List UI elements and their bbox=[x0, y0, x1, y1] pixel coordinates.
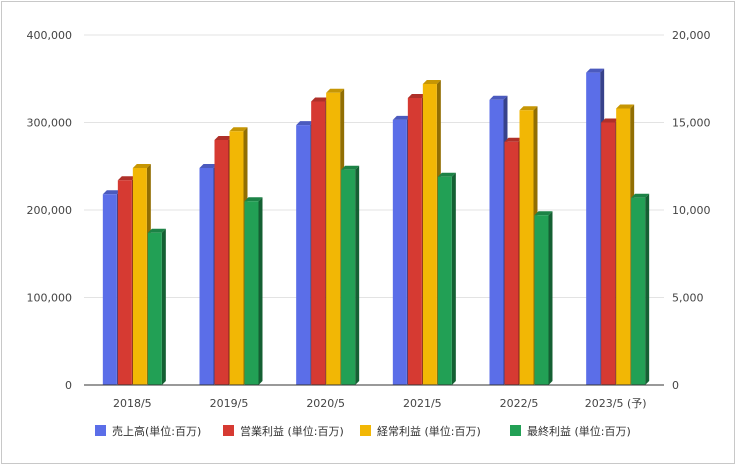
bar-top bbox=[631, 193, 650, 198]
bar-3-1 bbox=[244, 197, 263, 385]
bar-front bbox=[199, 168, 214, 385]
bar-top bbox=[392, 115, 411, 120]
bar-top bbox=[132, 164, 151, 168]
bar-front bbox=[132, 168, 147, 385]
bar-front bbox=[586, 72, 601, 385]
bar-front bbox=[102, 194, 117, 385]
bar-3-5 bbox=[631, 193, 650, 385]
grid bbox=[84, 34, 664, 386]
category-label-3: 2021/5 bbox=[403, 397, 442, 410]
category-label-1: 2019/5 bbox=[210, 397, 249, 410]
bar-front bbox=[341, 169, 356, 385]
bar-top bbox=[326, 88, 345, 93]
bar-top bbox=[311, 97, 330, 102]
bar-front bbox=[392, 119, 407, 385]
bar-front bbox=[519, 110, 534, 385]
bar-3-2 bbox=[341, 165, 360, 385]
left-tick-2: 200,000 bbox=[27, 204, 73, 217]
legend-swatch-0 bbox=[95, 425, 106, 436]
legend-label-1: 営業利益 (単位:百万) bbox=[240, 424, 344, 438]
category-label-5: 2023/5 (予) bbox=[585, 397, 647, 410]
bar-top bbox=[147, 228, 166, 233]
bar-3-0 bbox=[147, 228, 166, 385]
bar-top bbox=[407, 94, 426, 98]
category-label-4: 2022/5 bbox=[500, 397, 539, 410]
legend-label-2: 経常利益 (単位:百万) bbox=[377, 424, 481, 438]
category-labels: 2018/5 2019/5 2020/5 2021/5 2022/5 2023/… bbox=[113, 397, 647, 410]
bar-front bbox=[489, 99, 504, 385]
bar-top bbox=[534, 211, 553, 216]
legend: 売上高(単位:百万) 営業利益 (単位:百万) 経常利益 (単位:百万) 最終利… bbox=[95, 424, 631, 438]
bar-side bbox=[645, 193, 650, 385]
left-tick-0: 0 bbox=[65, 379, 72, 392]
bar-front bbox=[326, 92, 341, 385]
bar-top bbox=[437, 172, 456, 177]
bar-top bbox=[229, 127, 248, 132]
bar-side bbox=[451, 172, 456, 385]
bar-front bbox=[407, 98, 422, 385]
left-tick-1: 100,000 bbox=[27, 292, 73, 305]
bar-front bbox=[311, 101, 326, 385]
bar-side bbox=[258, 197, 263, 385]
bar-side bbox=[355, 165, 360, 385]
bar-top bbox=[489, 95, 508, 100]
bar-top bbox=[199, 164, 218, 168]
right-tick-3: 15,000 bbox=[672, 117, 711, 130]
legend-label-3: 最終利益 (単位:百万) bbox=[527, 424, 631, 438]
bar-front bbox=[214, 140, 229, 385]
legend-swatch-3 bbox=[510, 425, 521, 436]
bar-3-3 bbox=[437, 172, 456, 385]
legend-swatch-2 bbox=[360, 425, 371, 436]
bar-top bbox=[214, 136, 233, 140]
legend-swatch-1 bbox=[223, 425, 234, 436]
bar-front bbox=[601, 122, 616, 385]
left-axis: 0 100,000 200,000 300,000 400,000 bbox=[27, 29, 73, 392]
category-label-2: 2020/5 bbox=[306, 397, 345, 410]
right-axis: 0 5,000 10,000 15,000 20,000 bbox=[672, 29, 711, 392]
bar-top bbox=[102, 190, 121, 195]
legend-label-0: 売上高(単位:百万) bbox=[112, 424, 201, 438]
bar-3-4 bbox=[534, 211, 553, 385]
bar-top bbox=[117, 176, 136, 181]
bar-front bbox=[534, 215, 549, 385]
bar-front bbox=[296, 125, 311, 385]
bar-top bbox=[586, 68, 605, 73]
category-label-0: 2018/5 bbox=[113, 397, 152, 410]
right-tick-0: 0 bbox=[672, 379, 679, 392]
bar-top bbox=[504, 137, 523, 142]
bar-top bbox=[422, 80, 441, 84]
bar-top bbox=[616, 104, 635, 109]
bar-front bbox=[147, 232, 162, 385]
bar-front bbox=[504, 141, 519, 385]
bar-top bbox=[519, 106, 538, 111]
bar-top bbox=[244, 197, 263, 202]
bars bbox=[102, 68, 650, 385]
bar-side bbox=[548, 211, 553, 385]
bar-front bbox=[422, 84, 437, 385]
bar-front bbox=[437, 176, 452, 385]
bar-side bbox=[161, 228, 166, 385]
left-tick-3: 300,000 bbox=[27, 117, 73, 130]
bar-front bbox=[631, 197, 646, 385]
bar-top bbox=[341, 165, 360, 170]
bar-top bbox=[601, 118, 620, 123]
bar-front bbox=[244, 201, 259, 385]
right-tick-1: 5,000 bbox=[672, 292, 704, 305]
bar-front bbox=[616, 108, 631, 385]
right-tick-2: 10,000 bbox=[672, 204, 711, 217]
bar-front bbox=[117, 180, 132, 385]
left-tick-4: 400,000 bbox=[27, 29, 73, 42]
bar-front bbox=[229, 131, 244, 385]
right-tick-4: 20,000 bbox=[672, 29, 711, 42]
bar-top bbox=[296, 121, 315, 126]
